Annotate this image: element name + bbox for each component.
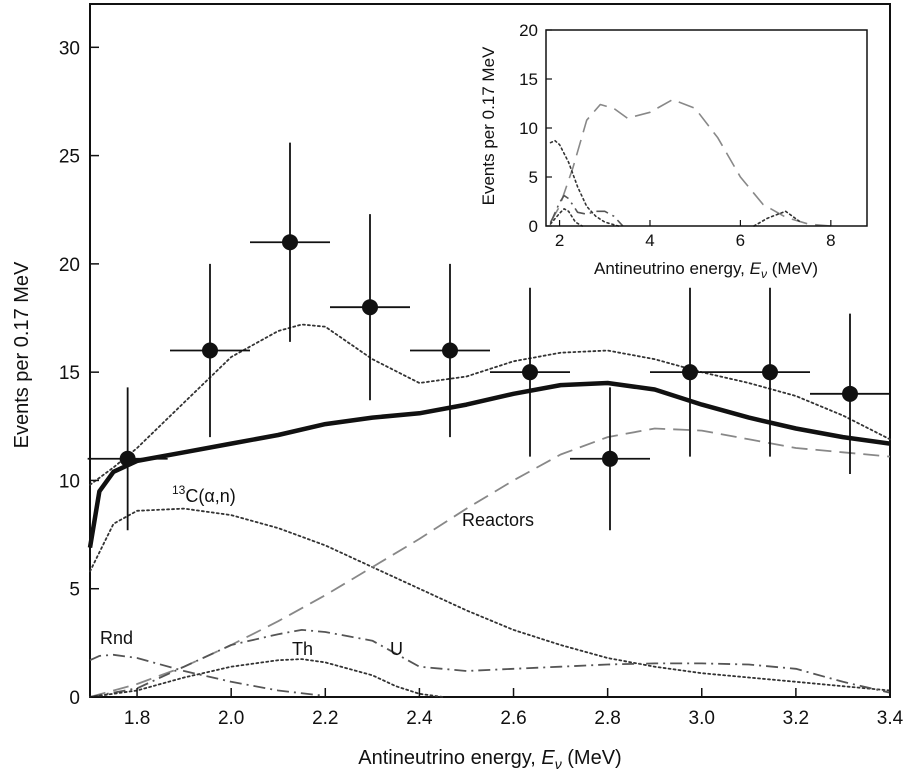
y-tick-label: 25 xyxy=(59,147,80,168)
main-x-axis-title: Antineutrino energy, Eν (MeV) xyxy=(358,747,621,772)
inset-y-tick-label: 0 xyxy=(529,217,538,236)
data-point xyxy=(522,364,538,381)
inset-x-tick-label: 2 xyxy=(555,231,564,250)
curve-u xyxy=(89,658,444,698)
inset-y-axis-title: Events per 0.17 MeV xyxy=(479,46,498,205)
main-data-points xyxy=(87,142,890,531)
main-plot-frame xyxy=(89,3,891,698)
curve-th xyxy=(89,629,891,698)
main-x-ticks: 1.8 2.0 2.2 2.4 2.6 2.8 3.0 3.2 3.4 xyxy=(124,688,904,729)
curve-geo-total xyxy=(89,323,891,486)
data-point xyxy=(602,450,618,467)
inset-x-axis-title-var: E xyxy=(750,259,762,278)
x-tick-label: 3.2 xyxy=(783,708,809,729)
main-y-ticks: 0 5 10 15 20 25 30 xyxy=(59,38,99,709)
inset-x-tick-label: 6 xyxy=(736,231,745,250)
x-tick-label: 2.6 xyxy=(500,708,526,729)
y-tick-label: 15 xyxy=(59,363,80,384)
data-point xyxy=(362,299,378,316)
inset-background xyxy=(546,30,867,226)
y-tick-label: 5 xyxy=(69,580,80,601)
annotation-c13-end: ,n) xyxy=(215,486,236,506)
x-tick-label: 2.4 xyxy=(406,708,433,729)
annotation-u: U xyxy=(390,639,403,659)
annotation-reactors: Reactors xyxy=(462,510,534,530)
annotation-c13-sup: 13 xyxy=(172,483,186,497)
data-point xyxy=(282,234,298,251)
inset-x-tick-label: 8 xyxy=(826,231,835,250)
main-x-axis-title-var: E xyxy=(541,747,555,769)
inset-x-tick-label: 4 xyxy=(645,231,654,250)
curve-c13 xyxy=(89,507,891,692)
inset-x-axis-title: Antineutrino energy, Eν (MeV) xyxy=(594,259,818,281)
curve-inset-th xyxy=(549,194,624,227)
inset-x-ticks: 2 4 6 8 xyxy=(555,220,836,250)
data-point xyxy=(119,450,136,467)
data-point xyxy=(442,342,458,359)
annotation-rnd: Rnd xyxy=(100,628,133,648)
y-tick-label: 30 xyxy=(59,38,80,59)
x-tick-label: 2.0 xyxy=(218,708,244,729)
x-tick-label: 3.4 xyxy=(877,708,904,729)
inset-x-axis-title-prefix: Antineutrino energy, xyxy=(594,259,750,278)
curve-inset-c13-tail xyxy=(753,210,800,227)
inset-x-axis-title-suffix: (MeV) xyxy=(767,259,818,278)
y-tick-label: 0 xyxy=(69,688,80,709)
x-tick-label: 2.2 xyxy=(312,708,338,729)
inset-y-tick-label: 15 xyxy=(519,70,538,89)
inset-y-tick-label: 20 xyxy=(519,21,538,40)
inset-y-tick-label: 5 xyxy=(529,168,538,187)
curve-rnd xyxy=(89,653,326,697)
curve-inset-reactors xyxy=(549,98,831,227)
inset-y-ticks: 0 5 10 15 20 xyxy=(519,21,552,236)
main-curves xyxy=(87,323,891,698)
annotation-c13-main: C( xyxy=(185,486,204,506)
y-tick-label: 20 xyxy=(59,255,80,276)
annotation-c13-alpha: α xyxy=(204,486,214,506)
curve-reactors xyxy=(89,427,891,698)
main-y-axis-title: Events per 0.17 MeV xyxy=(11,261,33,448)
x-tick-label: 3.0 xyxy=(689,708,715,729)
x-tick-label: 2.8 xyxy=(594,708,620,729)
inset-curves xyxy=(549,98,831,227)
curve-inset-c13 xyxy=(549,139,620,227)
curve-inset-u xyxy=(549,208,583,227)
data-point xyxy=(202,342,218,359)
data-point xyxy=(842,385,858,402)
inset-y-tick-label: 10 xyxy=(519,119,538,138)
data-point xyxy=(682,364,698,381)
main-x-axis-title-suffix: (MeV) xyxy=(562,747,622,769)
y-tick-label: 10 xyxy=(59,471,80,492)
main-x-axis-title-prefix: Antineutrino energy, xyxy=(358,747,541,769)
main-x-axis-title-sub: ν xyxy=(555,756,562,772)
annotation-th: Th xyxy=(292,639,313,659)
x-tick-label: 1.8 xyxy=(124,708,150,729)
data-point xyxy=(762,364,778,381)
inset-x-axis-title-sub: ν xyxy=(761,267,767,281)
annotation-c13: 13C(α,n) xyxy=(172,483,236,506)
